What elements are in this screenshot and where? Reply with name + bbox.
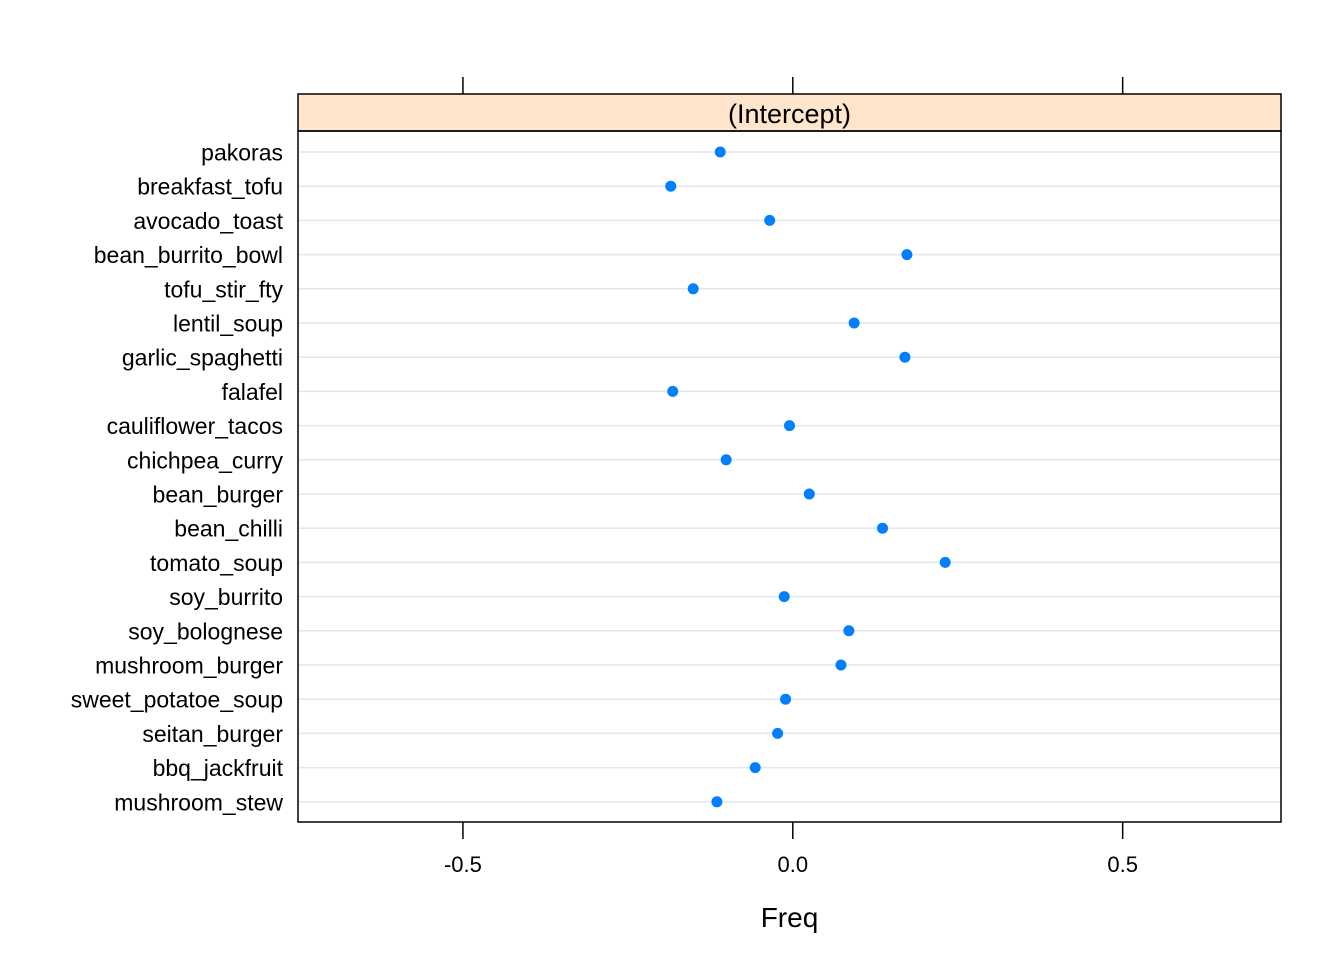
data-point xyxy=(848,317,860,329)
x-tick-label: 0.0 xyxy=(778,852,809,877)
data-point xyxy=(939,556,951,568)
category-label: bean_chilli xyxy=(174,516,283,542)
category-label: bean_burger xyxy=(153,482,284,508)
category-label: chichpea_curry xyxy=(127,447,283,473)
category-label: soy_burrito xyxy=(169,584,283,610)
category-label: bbq_jackfruit xyxy=(153,755,284,781)
top-axis-ticks xyxy=(462,77,1124,94)
gridlines xyxy=(298,151,1281,803)
category-label: pakoras xyxy=(201,140,283,166)
category-label: avocado_toast xyxy=(133,208,283,234)
data-point xyxy=(778,591,790,603)
x-axis-title: Freq xyxy=(761,902,819,933)
data-point xyxy=(667,385,679,397)
x-tick-label: 0.5 xyxy=(1107,852,1138,877)
data-point xyxy=(665,180,677,192)
data-point xyxy=(843,625,855,637)
category-label: lentil_soup xyxy=(173,311,283,337)
category-label: garlic_spaghetti xyxy=(122,345,283,371)
data-point xyxy=(877,522,889,534)
data-point xyxy=(749,762,761,774)
data-point xyxy=(835,659,847,671)
category-label: cauliflower_tacos xyxy=(107,413,283,439)
data-point xyxy=(764,214,776,226)
data-point xyxy=(780,693,792,705)
category-label: soy_bolognese xyxy=(128,618,283,644)
data-point xyxy=(784,420,795,432)
bottom-axis: -0.5 0.0 0.5 xyxy=(444,822,1138,877)
category-label: tomato_soup xyxy=(150,550,283,576)
category-label: tofu_stir_fty xyxy=(164,276,283,302)
category-label: breakfast_tofu xyxy=(137,174,283,200)
data-point xyxy=(772,727,784,739)
data-point xyxy=(711,796,723,808)
category-label: falafel xyxy=(222,379,283,405)
category-label: mushroom_burger xyxy=(95,653,283,679)
data-point xyxy=(899,351,911,363)
data-point xyxy=(687,283,699,295)
category-label: sweet_potatoe_soup xyxy=(71,687,283,713)
category-label: seitan_burger xyxy=(142,721,283,747)
data-point xyxy=(714,146,726,158)
category-label: bean_burrito_bowl xyxy=(94,242,283,268)
category-label: mushroom_stew xyxy=(114,789,283,815)
y-axis-category-labels: pakoras breakfast_tofu avocado_toast bean_b… xyxy=(71,140,284,816)
x-tick-label: -0.5 xyxy=(444,852,482,877)
data-point xyxy=(720,454,732,466)
strip-background xyxy=(297,93,1282,132)
data-points xyxy=(665,146,951,808)
plot-frame xyxy=(297,130,1282,823)
data-point xyxy=(901,249,913,261)
strip-label: (Intercept) xyxy=(728,99,851,129)
data-point xyxy=(803,488,815,500)
